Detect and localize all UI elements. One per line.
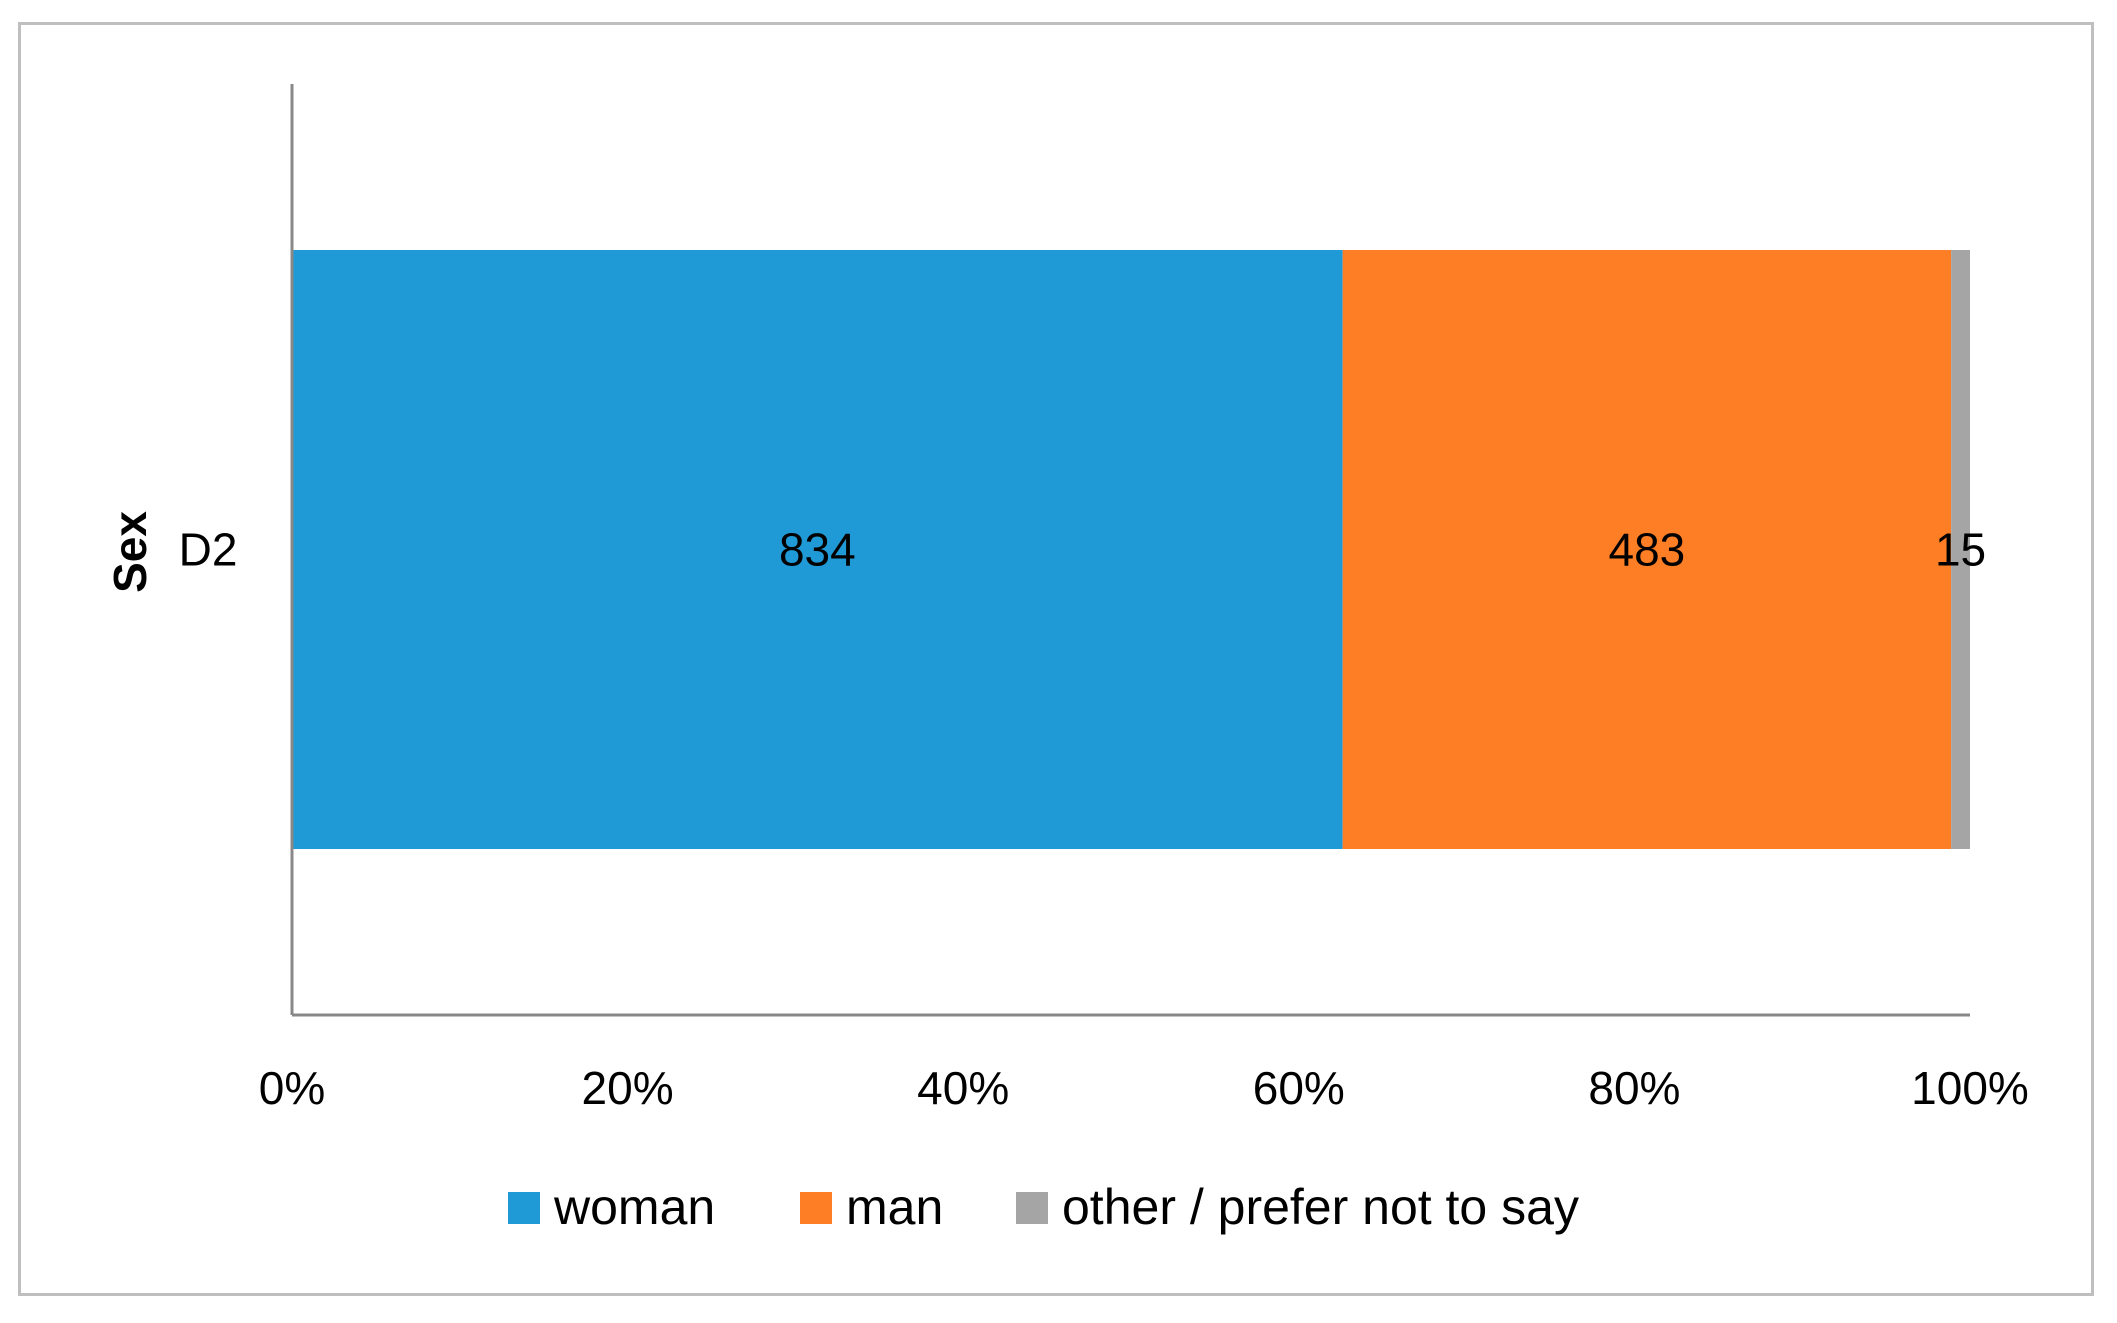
legend-label: other / prefer not to say <box>1062 1179 1579 1235</box>
data-label-other-prefer-not-to-say: 15 <box>1935 524 1986 576</box>
x-tick-label: 80% <box>1588 1062 1680 1114</box>
category-labels: D2 <box>179 524 238 576</box>
x-tick-labels: 0% 20% 40% 60% 80% 100% <box>259 1062 2029 1114</box>
bar-man <box>1342 250 1952 849</box>
legend-label: man <box>846 1179 943 1235</box>
category-label: D2 <box>179 524 238 576</box>
x-tick-label: 20% <box>582 1062 674 1114</box>
data-labels-layer: 834 483 15 <box>779 524 1986 576</box>
bars-layer <box>292 250 1970 849</box>
bar-woman <box>292 250 1343 849</box>
legend-swatch <box>1016 1192 1048 1224</box>
legend-swatch <box>800 1192 832 1224</box>
data-label-man: 483 <box>1608 524 1685 576</box>
x-tick-label: 40% <box>917 1062 1009 1114</box>
y-axis-title: Sex <box>104 511 156 593</box>
x-tick-label: 0% <box>259 1062 325 1114</box>
legend: woman man other / prefer not to say <box>508 1179 1579 1235</box>
legend-label: woman <box>553 1179 715 1235</box>
x-tick-label: 100% <box>1911 1062 2029 1114</box>
data-label-woman: 834 <box>779 524 856 576</box>
x-tick-label: 60% <box>1253 1062 1345 1114</box>
legend-swatch <box>508 1192 540 1224</box>
bar-other-prefer-not-to-say <box>1951 250 1970 849</box>
